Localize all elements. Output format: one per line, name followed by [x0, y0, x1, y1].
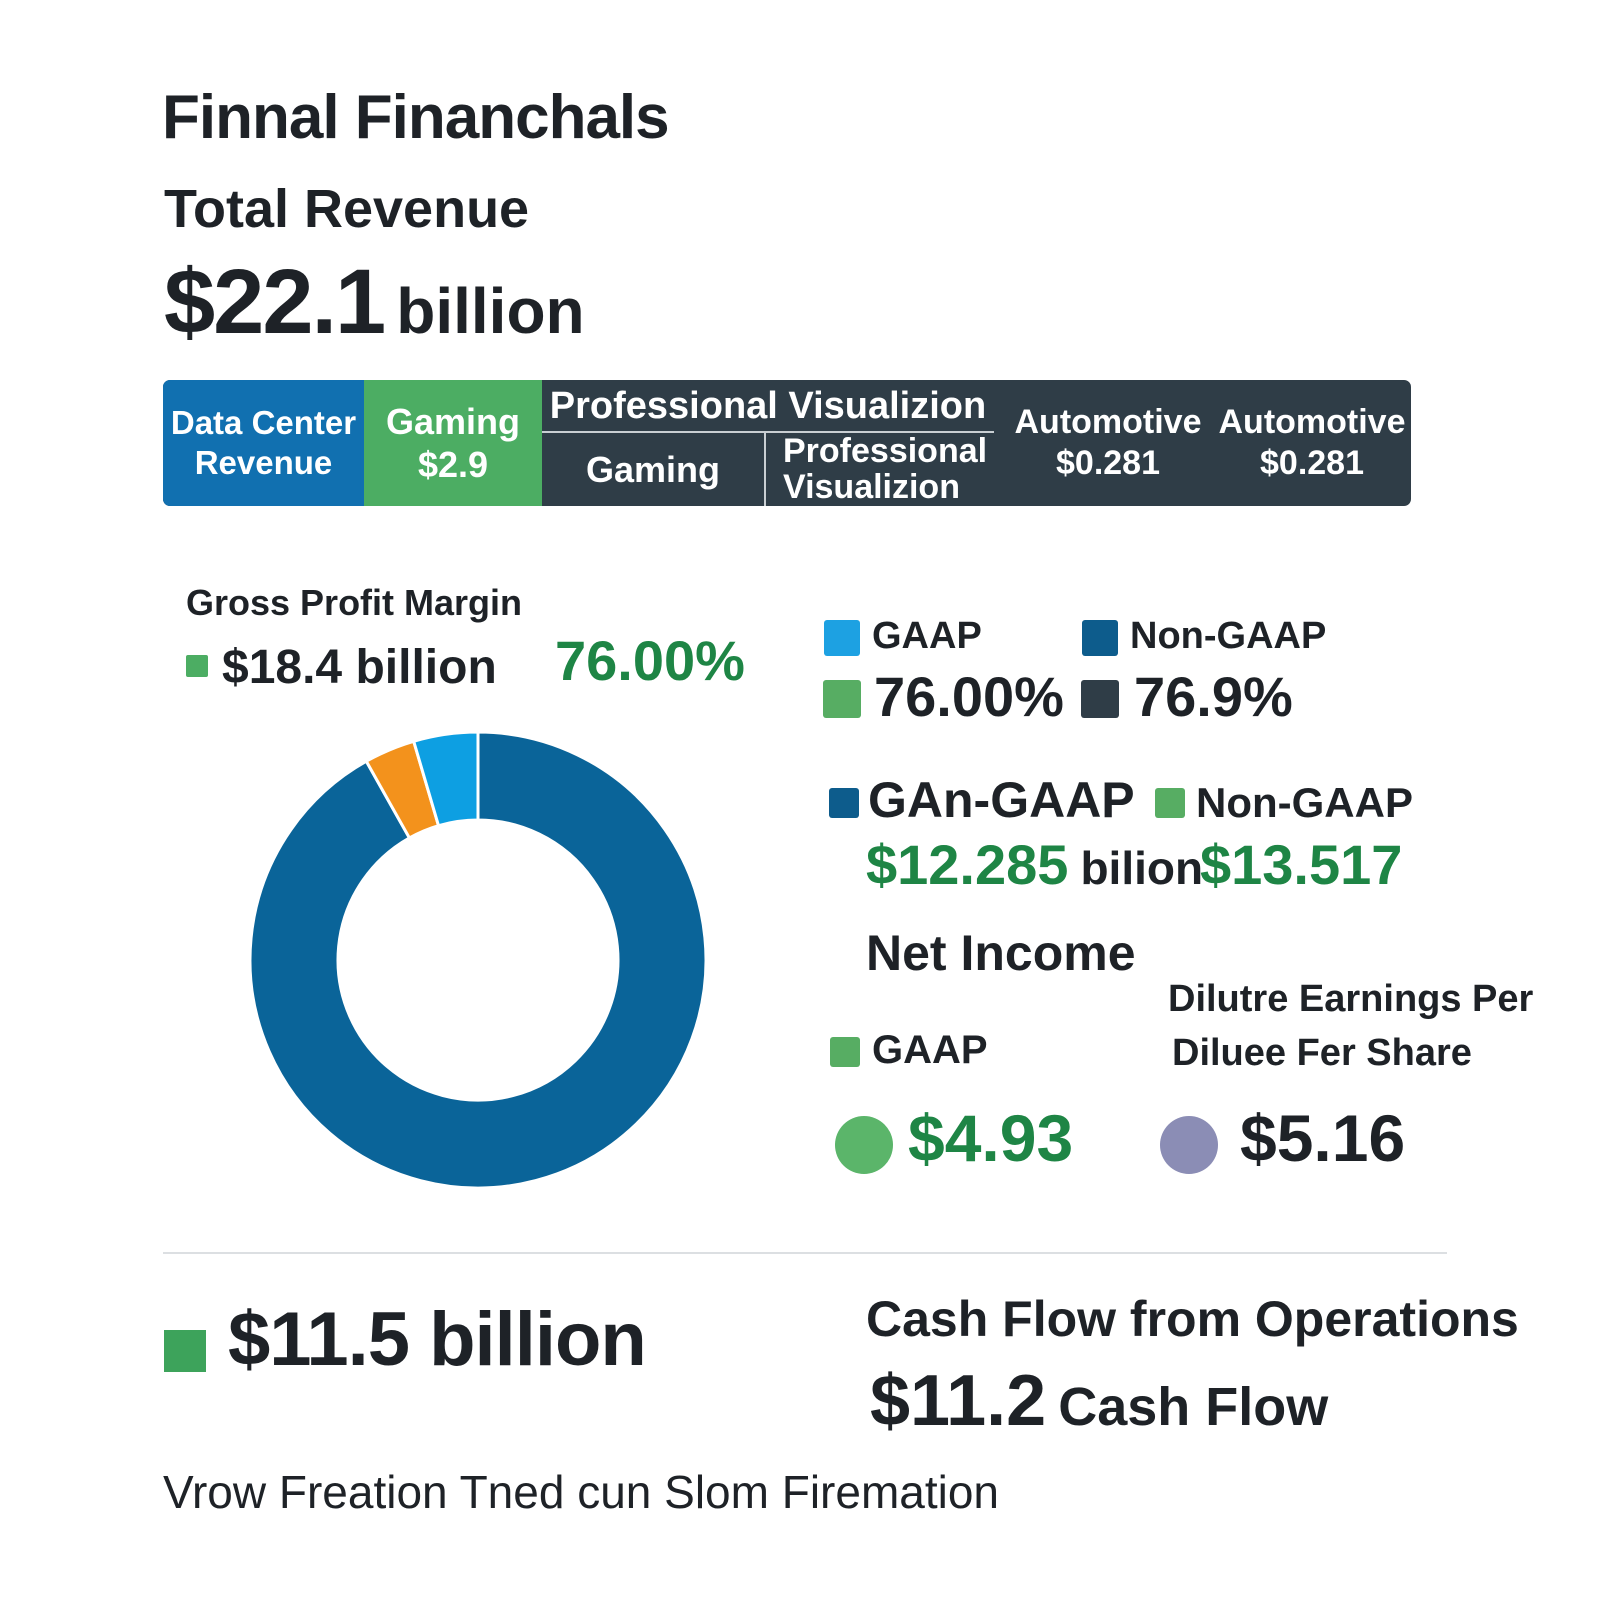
- total-revenue-label: Total Revenue: [164, 179, 530, 239]
- eps-label-line2: Diluee Fer Share: [1172, 1032, 1472, 1074]
- page-title: Finnal Financhals: [162, 83, 670, 152]
- segment-automotive-2-line2: $0.281: [1260, 444, 1364, 482]
- segment-sub-gaming: Gaming: [585, 448, 720, 490]
- segment-pro-vis-header: Professional Visualizion: [549, 384, 987, 427]
- gaap-legend-swatch: [824, 620, 860, 656]
- revenue-segment-bar: Data Center Revenue Gaming $2.9 Professi…: [163, 380, 1411, 506]
- net-gaap-swatch: [830, 1037, 860, 1067]
- segment-divider-vertical: [764, 433, 766, 506]
- net-income-label: Net Income: [866, 925, 1136, 981]
- eps-non-gaap-value: $5.16: [1240, 1101, 1406, 1175]
- non-gaap-legend-swatch: [1082, 620, 1118, 656]
- gross-profit-value: $18.4 billion: [186, 640, 497, 695]
- segment-automotive-2: Automotive $0.281: [1213, 380, 1411, 506]
- revenue-number: $22.1: [164, 251, 386, 353]
- gaap-legend-label: GAAP: [872, 615, 982, 657]
- segment-data-center-line1: Data Center: [170, 404, 357, 442]
- operating-non-gaap-value: $13.517: [1200, 833, 1403, 896]
- cash-flow-unit: Cash Flow: [1058, 1377, 1329, 1437]
- gross-profit-amount: $18.4 billion: [222, 641, 497, 694]
- operating-gaap-swatch: [829, 788, 859, 818]
- segment-gaming-line2: $2.9: [417, 444, 489, 485]
- cash-flow-value: $11.2 Cash Flow: [870, 1360, 1328, 1442]
- non-gaap-margin-value: 76.9%: [1134, 665, 1293, 728]
- gaap-margin-swatch: [823, 680, 861, 718]
- operating-gaap-unit: bilion: [1080, 842, 1204, 894]
- segment-sub-pro-vis-line2: Visualizion: [783, 467, 960, 506]
- cash-flow-label: Cash Flow from Operations: [866, 1291, 1519, 1347]
- non-gaap-margin-swatch: [1081, 680, 1119, 718]
- eps-non-gaap-dot: [1160, 1116, 1218, 1174]
- eps-label-line1: Dilutre Earnings Per: [1168, 978, 1534, 1020]
- net-gaap-label: GAAP: [872, 1028, 988, 1072]
- revenue-unit: billion: [396, 275, 585, 347]
- segment-sub-pro-vis-line1: Professional: [783, 431, 988, 470]
- segment-automotive-1-line2: $0.281: [1056, 444, 1160, 482]
- segment-automotive-1: Automotive $0.281: [1013, 380, 1203, 506]
- donut-slice-0: [248, 730, 708, 1190]
- gross-profit-swatch: [186, 655, 208, 678]
- operating-gaap-number: $12.285: [866, 833, 1069, 896]
- bottom-swatch: [164, 1330, 206, 1372]
- bottom-big-value: $11.5 billion: [228, 1297, 647, 1382]
- segment-automotive-2-line1: Automotive: [1218, 403, 1406, 442]
- segment-data-center-line2: Revenue: [194, 444, 333, 481]
- section-divider: [163, 1252, 1447, 1254]
- segment-sub-pro-vis: Professional Visualizion: [783, 433, 1003, 506]
- segment-automotive-1-line1: Automotive: [1014, 403, 1202, 442]
- cash-flow-number: $11.2: [870, 1361, 1047, 1441]
- segment-gaming-line1: Gaming: [385, 400, 520, 442]
- donut-chart: [248, 730, 708, 1190]
- gross-profit-percent: 76.00%: [555, 629, 745, 692]
- operating-non-gaap-swatch: [1155, 788, 1185, 818]
- segment-gaming: Gaming $2.9: [364, 380, 542, 506]
- operating-gaap-value: $12.285 bilion: [866, 832, 1203, 897]
- operating-non-gaap-label: Non-GAAP: [1196, 779, 1413, 826]
- donut-slice-2: [411, 730, 480, 828]
- eps-gaap-value: $4.93: [908, 1101, 1074, 1175]
- operating-gaap-label: GAn-GAAP: [868, 772, 1135, 828]
- gross-profit-label: Gross Profit Margin: [186, 582, 523, 623]
- segment-data-center: Data Center Revenue: [163, 380, 364, 506]
- total-revenue-value: $22.1 billion: [164, 250, 585, 355]
- segment-divider-horizontal: [542, 431, 994, 433]
- eps-gaap-dot: [835, 1116, 893, 1174]
- non-gaap-legend-label: Non-GAAP: [1130, 615, 1327, 657]
- gaap-margin-value: 76.00%: [874, 665, 1064, 728]
- footer-text: Vrow Freation Tned cun Slom Firemation: [163, 1466, 1000, 1518]
